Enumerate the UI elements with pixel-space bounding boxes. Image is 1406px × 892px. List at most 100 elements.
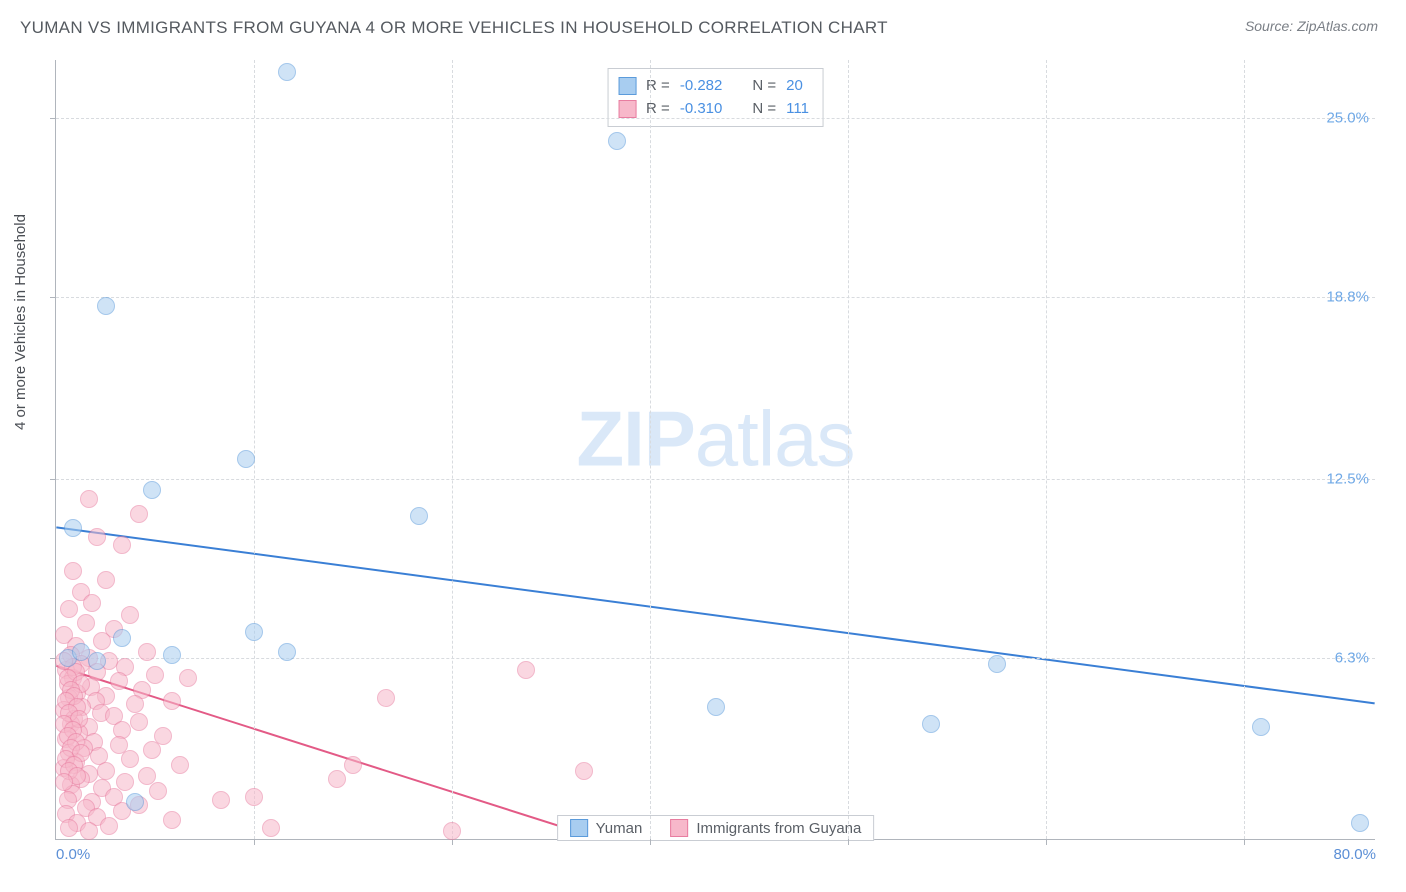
x-tick-label: 0.0%: [56, 846, 90, 863]
y-tick-label: 12.5%: [1326, 470, 1369, 487]
data-point: [113, 629, 131, 647]
legend-swatch: [670, 819, 688, 837]
data-point: [83, 594, 101, 612]
data-point: [121, 606, 139, 624]
gridline-vertical: [452, 60, 453, 839]
y-tick-label: 6.3%: [1335, 650, 1369, 667]
data-point: [97, 297, 115, 315]
data-point: [212, 791, 230, 809]
gridline-vertical: [650, 60, 651, 839]
data-point: [121, 750, 139, 768]
data-point: [237, 450, 255, 468]
data-point: [64, 519, 82, 537]
data-point: [88, 528, 106, 546]
data-point: [100, 817, 118, 835]
stats-row: R =-0.282N =20: [618, 75, 809, 98]
data-point: [245, 788, 263, 806]
gridline-vertical: [254, 60, 255, 839]
data-point: [113, 536, 131, 554]
data-point: [1351, 814, 1369, 832]
legend-label: Yuman: [596, 820, 643, 837]
legend-label: Immigrants from Guyana: [696, 820, 861, 837]
data-point: [328, 770, 346, 788]
watermark-light: atlas: [695, 394, 855, 482]
source-attribution: Source: ZipAtlas.com: [1245, 18, 1378, 34]
r-value: -0.282: [680, 75, 723, 98]
data-point: [149, 782, 167, 800]
data-point: [344, 756, 362, 774]
data-point: [72, 643, 90, 661]
legend-item: Immigrants from Guyana: [670, 819, 861, 837]
data-point: [377, 689, 395, 707]
y-tick-mark: [50, 297, 56, 298]
data-point: [410, 507, 428, 525]
gridline-vertical: [1244, 60, 1245, 839]
y-tick-mark: [50, 479, 56, 480]
data-point: [93, 632, 111, 650]
watermark-bold: ZIP: [576, 394, 694, 482]
data-point: [262, 819, 280, 837]
gridline-vertical: [848, 60, 849, 839]
data-point: [143, 741, 161, 759]
data-point: [126, 695, 144, 713]
data-point: [138, 643, 156, 661]
data-point: [60, 600, 78, 618]
data-point: [77, 614, 95, 632]
data-point: [517, 661, 535, 679]
scatter-plot: ZIPatlas R =-0.282N =20R =-0.310N =111 Y…: [55, 60, 1375, 840]
data-point: [575, 762, 593, 780]
data-point: [110, 672, 128, 690]
n-label: N =: [752, 75, 776, 98]
data-point: [179, 669, 197, 687]
gridline-vertical: [1046, 60, 1047, 839]
data-point: [278, 63, 296, 81]
data-point: [171, 756, 189, 774]
data-point: [126, 793, 144, 811]
data-point: [143, 481, 161, 499]
data-point: [1252, 718, 1270, 736]
data-point: [130, 505, 148, 523]
data-point: [64, 562, 82, 580]
y-tick-mark: [50, 118, 56, 119]
x-tick-mark: [1244, 839, 1245, 845]
n-value: 20: [786, 75, 803, 98]
legend-swatch: [618, 77, 636, 95]
data-point: [245, 623, 263, 641]
x-tick-mark: [1046, 839, 1047, 845]
legend-swatch: [570, 819, 588, 837]
data-point: [278, 643, 296, 661]
data-point: [163, 811, 181, 829]
data-point: [80, 822, 98, 840]
data-point: [60, 819, 78, 837]
x-tick-mark: [848, 839, 849, 845]
data-point: [922, 715, 940, 733]
data-point: [988, 655, 1006, 673]
data-point: [163, 646, 181, 664]
chart-title: YUMAN VS IMMIGRANTS FROM GUYANA 4 OR MOR…: [20, 18, 888, 38]
data-point: [80, 490, 98, 508]
data-point: [443, 822, 461, 840]
legend-swatch: [618, 100, 636, 118]
data-point: [97, 571, 115, 589]
data-point: [146, 666, 164, 684]
y-tick-label: 18.8%: [1326, 288, 1369, 305]
data-point: [88, 652, 106, 670]
y-tick-label: 25.0%: [1326, 109, 1369, 126]
n-value: 111: [786, 98, 809, 121]
data-point: [130, 713, 148, 731]
series-legend: Yuman Immigrants from Guyana: [557, 815, 875, 841]
data-point: [163, 692, 181, 710]
stats-row: R =-0.310N =111: [618, 98, 809, 121]
data-point: [707, 698, 725, 716]
x-tick-mark: [650, 839, 651, 845]
y-axis-label: 4 or more Vehicles in Household: [12, 214, 29, 430]
legend-item: Yuman: [570, 819, 643, 837]
data-point: [97, 762, 115, 780]
data-point: [55, 773, 73, 791]
n-label: N =: [752, 98, 776, 121]
data-point: [608, 132, 626, 150]
watermark: ZIPatlas: [576, 393, 854, 484]
x-tick-label: 80.0%: [1333, 846, 1376, 863]
r-value: -0.310: [680, 98, 723, 121]
x-tick-mark: [254, 839, 255, 845]
